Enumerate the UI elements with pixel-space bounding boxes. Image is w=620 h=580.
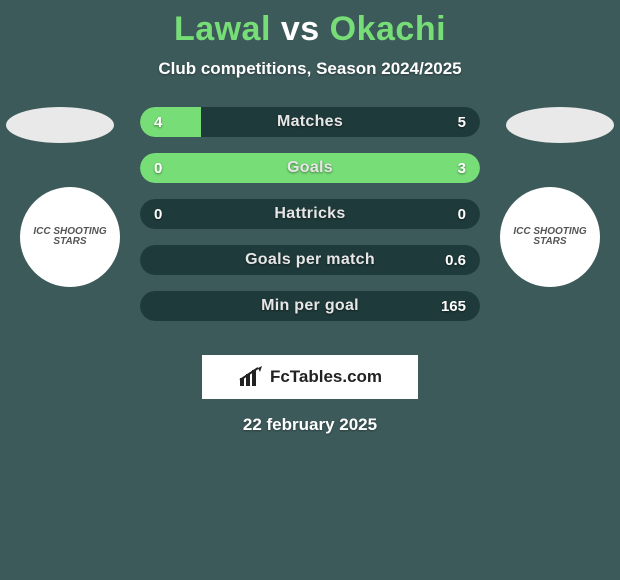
stat-value-right: 0 [458, 199, 466, 229]
stats-stage: ICC SHOOTING STARS ICC SHOOTING STARS Ma… [0, 107, 620, 337]
stat-row: Matches4 5 [140, 107, 480, 137]
stat-value-right: 3 [458, 153, 466, 183]
brand-chart-icon [238, 366, 264, 388]
stat-label: Min per goal [140, 291, 480, 321]
stat-value-right: 5 [458, 107, 466, 137]
date-text: 22 february 2025 [0, 415, 620, 435]
club-badge-right-text: ICC SHOOTING STARS [500, 227, 600, 248]
stat-label: Hattricks [140, 199, 480, 229]
stat-row: Hattricks0 0 [140, 199, 480, 229]
stat-label: Goals per match [140, 245, 480, 275]
stat-value-right: 0.6 [445, 245, 466, 275]
stat-row: Goals per match0.6 [140, 245, 480, 275]
stat-value-left: 0 [154, 153, 162, 183]
brand-text: FcTables.com [270, 367, 382, 387]
club-badge-left: ICC SHOOTING STARS [20, 187, 120, 287]
stat-label: Matches [140, 107, 480, 137]
stat-bars: Matches45Goals03Hattricks00Goals per mat… [140, 107, 480, 337]
stat-value-left: 0 [154, 199, 162, 229]
club-badge-left-text: ICC SHOOTING STARS [20, 227, 120, 248]
country-flag-right [506, 107, 614, 143]
title-player2: Okachi [330, 10, 446, 48]
stat-row: Goals0 3 [140, 153, 480, 183]
title-player1: Lawal [174, 10, 271, 48]
comparison-infographic: Lawal vs Okachi Club competitions, Seaso… [0, 0, 620, 580]
club-badge-right: ICC SHOOTING STARS [500, 187, 600, 287]
stat-row: Min per goal165 [140, 291, 480, 321]
stat-label: Goals [140, 153, 480, 183]
page-title: Lawal vs Okachi [0, 0, 620, 49]
stat-value-right: 165 [441, 291, 466, 321]
stat-value-left: 4 [154, 107, 162, 137]
title-vs: vs [281, 10, 320, 48]
subtitle: Club competitions, Season 2024/2025 [0, 59, 620, 79]
country-flag-left [6, 107, 114, 143]
brand-box: FcTables.com [202, 355, 418, 399]
